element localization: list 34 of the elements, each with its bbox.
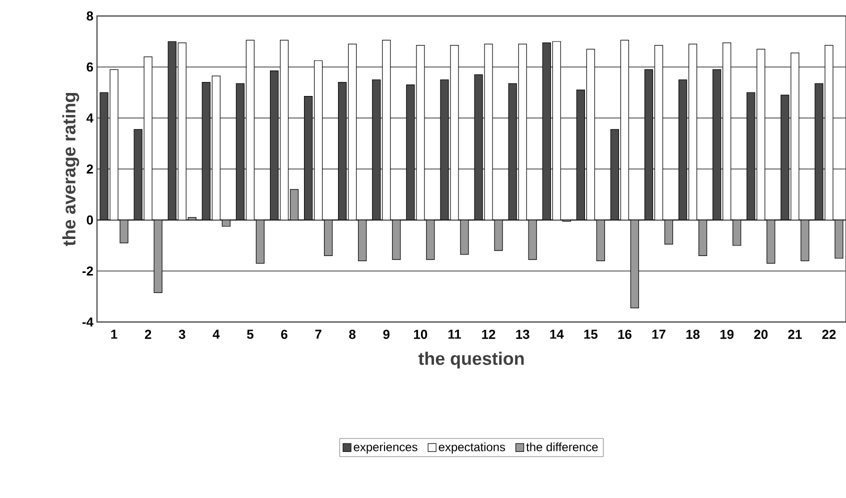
y-tick-label: 0 [86,215,93,225]
x-tick-label: 7 [315,330,322,339]
y-tick-label: 6 [86,62,94,72]
y-tick-label: 4 [86,114,94,122]
y-tick-label: 8 [86,11,94,21]
x-axis-title: the question [418,352,524,369]
x-tick-label: 9 [383,330,390,339]
legend-label: experiences [354,442,418,454]
legend-label: expectations [438,442,506,454]
x-tick-label: 15 [584,330,598,339]
y-axis-title: the average rating [62,92,80,246]
x-tick-label: 5 [247,330,254,339]
x-tick-label: 10 [414,330,428,339]
x-tick-label: 11 [448,330,461,339]
x-tick-label: 22 [822,330,836,339]
x-tick-label: 2 [144,330,152,339]
y-tick-label: -4 [82,318,94,326]
x-tick-label: 17 [652,330,666,339]
x-tick-label: 6 [281,330,288,339]
x-tick-label: 16 [618,330,632,339]
x-tick-label: 18 [686,330,700,339]
x-tick-label: 8 [349,330,356,339]
x-tick-label: 21 [788,330,802,339]
x-tick-label: 14 [550,330,564,339]
x-tick-label: 1 [111,330,118,339]
legend-label: the difference [526,442,598,452]
x-tick-label: 19 [720,330,734,339]
x-tick-label: 3 [178,330,186,339]
y-tick-label: -2 [82,266,93,276]
x-tick-label: 4 [212,330,220,339]
x-tick-label: 20 [754,330,768,339]
x-tick-label: 13 [516,330,530,339]
x-tick-label: 12 [482,330,496,339]
y-tick-label: 2 [86,164,93,174]
